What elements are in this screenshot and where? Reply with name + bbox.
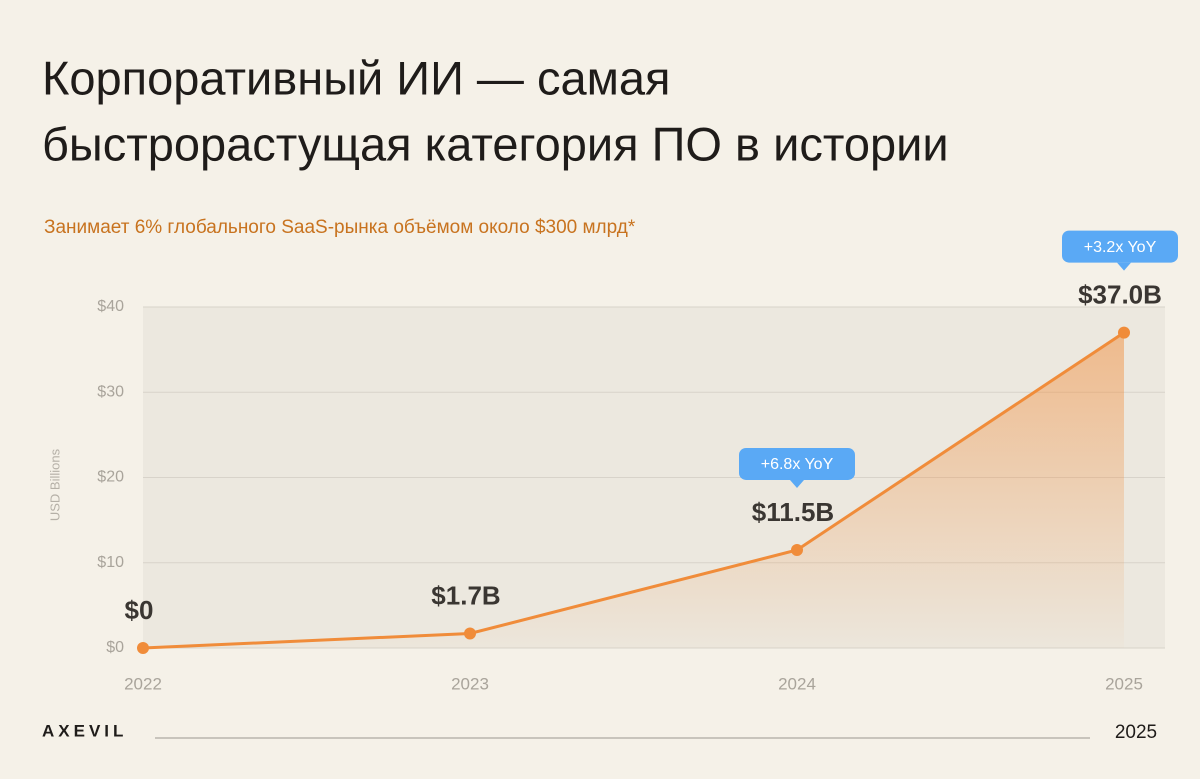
y-axis-label: USD Billions	[47, 448, 62, 521]
note-bubble	[1062, 230, 1178, 263]
y-tick-label: $20	[97, 469, 124, 486]
value-label: $37.0B	[1078, 279, 1162, 309]
line	[142, 331, 1125, 650]
footer-year: 2025	[1115, 722, 1157, 743]
area	[143, 332, 1124, 648]
chart-title: быстрорастущая категория ПО в истории	[42, 117, 949, 170]
value-label: $1.7B	[431, 580, 500, 610]
value-label: $11.5B	[752, 497, 834, 527]
x-tick-label: 2023	[451, 674, 489, 693]
y-tick-label: $10	[97, 554, 124, 571]
data-point	[464, 627, 476, 640]
data-point	[137, 642, 149, 654]
y-tick-label: $30	[97, 383, 124, 400]
chart-title: Корпоративный ИИ — самая	[42, 51, 671, 104]
note-text: +6.8x YoY	[761, 456, 834, 473]
x-tick-label: 2025	[1105, 674, 1143, 693]
note-tail	[1117, 262, 1131, 271]
x-tick-label: 2024	[778, 674, 816, 693]
chart-subtitle: Занимает 6% глобального SaaS-рынка объём…	[44, 217, 636, 238]
note-tail	[790, 479, 804, 488]
data-point	[1118, 326, 1130, 339]
note-bubble	[739, 447, 855, 480]
note-text: +3.2x YoY	[1084, 239, 1157, 256]
y-tick-label: $40	[97, 298, 124, 315]
y-tick-label: $0	[106, 639, 124, 656]
brand: AXEVIL	[42, 721, 127, 740]
value-label: $0	[125, 595, 154, 625]
data-point	[791, 543, 803, 556]
x-tick-label: 2022	[124, 674, 162, 693]
